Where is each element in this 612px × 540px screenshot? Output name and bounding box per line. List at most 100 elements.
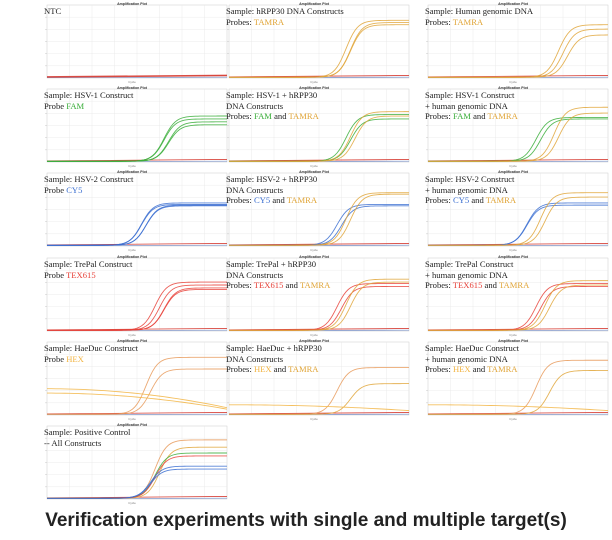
plot-title: Amplification Plot [498,170,528,174]
probe-prefix: Probes: [425,111,453,121]
probe-name: CY5 [452,195,470,205]
sample-label: Sample: HSV-2 Construct + human genomic D… [425,174,516,206]
sample-label-line: + human genomic DNA [425,100,508,111]
x-axis-label: Cycle [509,417,517,421]
baseline-series [228,75,410,78]
probe-name: TAMRA [452,16,484,27]
plot-title: Amplification Plot [299,170,329,174]
probe-joiner: and [470,364,488,374]
sample-label: Sample: TrePal Construct Probe TEX615 [44,259,132,280]
figure-caption: Verification experiments with single and… [45,510,567,531]
amplification-plot [227,257,410,332]
amplification-plot [45,88,228,163]
amplification-plot-panel: Amplification Plot Cycle Sample: hRPP30 DN… [217,2,411,84]
sample-label-line: Sample: HaeDuc Construct [425,343,520,353]
probe-prefix: Probe [44,184,67,195]
probe-name: TAMRA [487,364,518,374]
amplification-curve [46,388,228,409]
sample-label-line: DNA Constructs [226,353,284,364]
probe-name: TAMRA [288,364,319,374]
probe-name: TEX615 [452,280,483,290]
amplification-plot [227,172,410,247]
probe-joiner: and [270,195,287,205]
amplification-plot [426,257,609,332]
probe-joiner: and [482,280,499,290]
probe-name: FAM [66,100,85,111]
sample-label: Sample: HaeDuc Construct + human genomic … [425,343,519,375]
sample-label-line: Probes: TAMRA [425,17,533,28]
probe-prefix: Probe [44,269,67,280]
plot-title: Amplification Plot [299,86,329,90]
x-axis-label: Cycle [128,248,136,252]
sample-label: Sample: HSV-1 Construct Probe FAM [44,90,133,111]
amplification-curve [428,112,608,162]
probe-name: TAMRA [286,195,318,205]
probe-name: HEX [253,364,272,374]
probe-name: TEX615 [66,269,96,280]
sample-label: Sample: HSV-2 + hRPP30 DNA Constructs Prob… [226,174,317,206]
sample-label-line: Sample: Positive Control [44,427,131,437]
plot-title: Amplification Plot [498,255,528,259]
sample-label-line: + human genomic DNA [425,269,508,280]
amplification-curve [428,196,608,246]
sample-label-line: Sample: HSV-2 Construct [44,174,134,184]
sample-label-line: Sample: HSV-2 + hRPP30 [226,174,318,184]
sample-label-line: + human genomic DNA [425,184,508,195]
plot-title: Amplification Plot [117,423,147,427]
probe-prefix: Probes: [425,280,453,290]
amplification-plot-panel: Amplification Plot Cycle Sample: HaeDuc Co… [35,339,229,421]
probe-joiner: and [470,111,488,121]
probe-prefix: Probes: [425,16,453,27]
probe-prefix: Probes: [425,364,453,374]
plot-title: Amplification Plot [117,170,147,174]
amplification-plot [45,425,228,500]
amplification-curve [428,284,608,331]
sample-label-line: Sample: HaeDuc + hRPP30 [226,343,322,353]
sample-label-line: Sample: TrePal Construct [425,259,514,269]
sample-label: Sample: HSV-1 Construct + human genomic D… [425,90,518,122]
x-axis-label: Cycle [128,417,136,421]
amplification-plot [227,4,410,79]
x-axis-label: Cycle [128,333,136,337]
amplification-curve [229,404,410,412]
probe-joiner: and [271,364,289,374]
amplification-plot [227,341,410,416]
sample-label: Sample: TrePal Construct + human genomic … [425,259,529,291]
plot-title: Amplification Plot [117,86,147,90]
probe-name: FAM [253,111,272,121]
probe-name: FAM [452,111,471,121]
sample-label-line: DNA Constructs [226,100,284,111]
plot-title: Amplification Plot [498,339,528,343]
amplification-plot [426,172,609,247]
baseline-series [46,243,228,246]
amplification-curve [47,124,227,162]
sample-label-line: Probe CY5 [44,185,133,196]
plot-title: Amplification Plot [498,86,528,90]
probe-prefix: Probe [44,353,67,364]
sample-label: Sample: hRPP30 DNA Constructs Probes: TAM… [226,6,344,27]
amplification-plot-panel: Amplification Plot Cycle Sample: Positive … [35,423,229,505]
amplification-plot-panel: Amplification Plot Cycle NTC [35,2,229,84]
probe-name: TAMRA [487,111,518,121]
x-axis-label: Cycle [509,80,517,84]
plot-title: Amplification Plot [117,339,147,343]
probe-name: TAMRA [485,195,517,205]
sample-label-line: + human genomic DNA [425,353,508,364]
sample-label-line: Probes: FAM and TAMRA [425,111,518,122]
sample-label: Sample: Human genomic DNA Probes: TAMRA [425,6,533,27]
amplification-curve [229,193,409,246]
amplification-curve [428,404,609,412]
amplification-curve [229,383,409,415]
probe-name: CY5 [66,184,83,195]
x-axis-label: Cycle [509,248,517,252]
plot-title: Amplification Plot [117,255,147,259]
amplification-plot-panel: Amplification Plot Cycle Sample: TrePal + … [217,255,411,337]
x-axis-label: Cycle [128,80,136,84]
x-axis-label: Cycle [310,164,318,168]
amplification-plot [45,172,228,247]
x-axis-label: Cycle [128,501,136,505]
sample-label-line: Probe TEX615 [44,270,132,281]
amplification-plot-panel: Amplification Plot Cycle Sample: HSV-1 + h… [217,86,411,168]
amplification-curve [229,281,409,331]
probe-name: TAMRA [253,16,285,27]
